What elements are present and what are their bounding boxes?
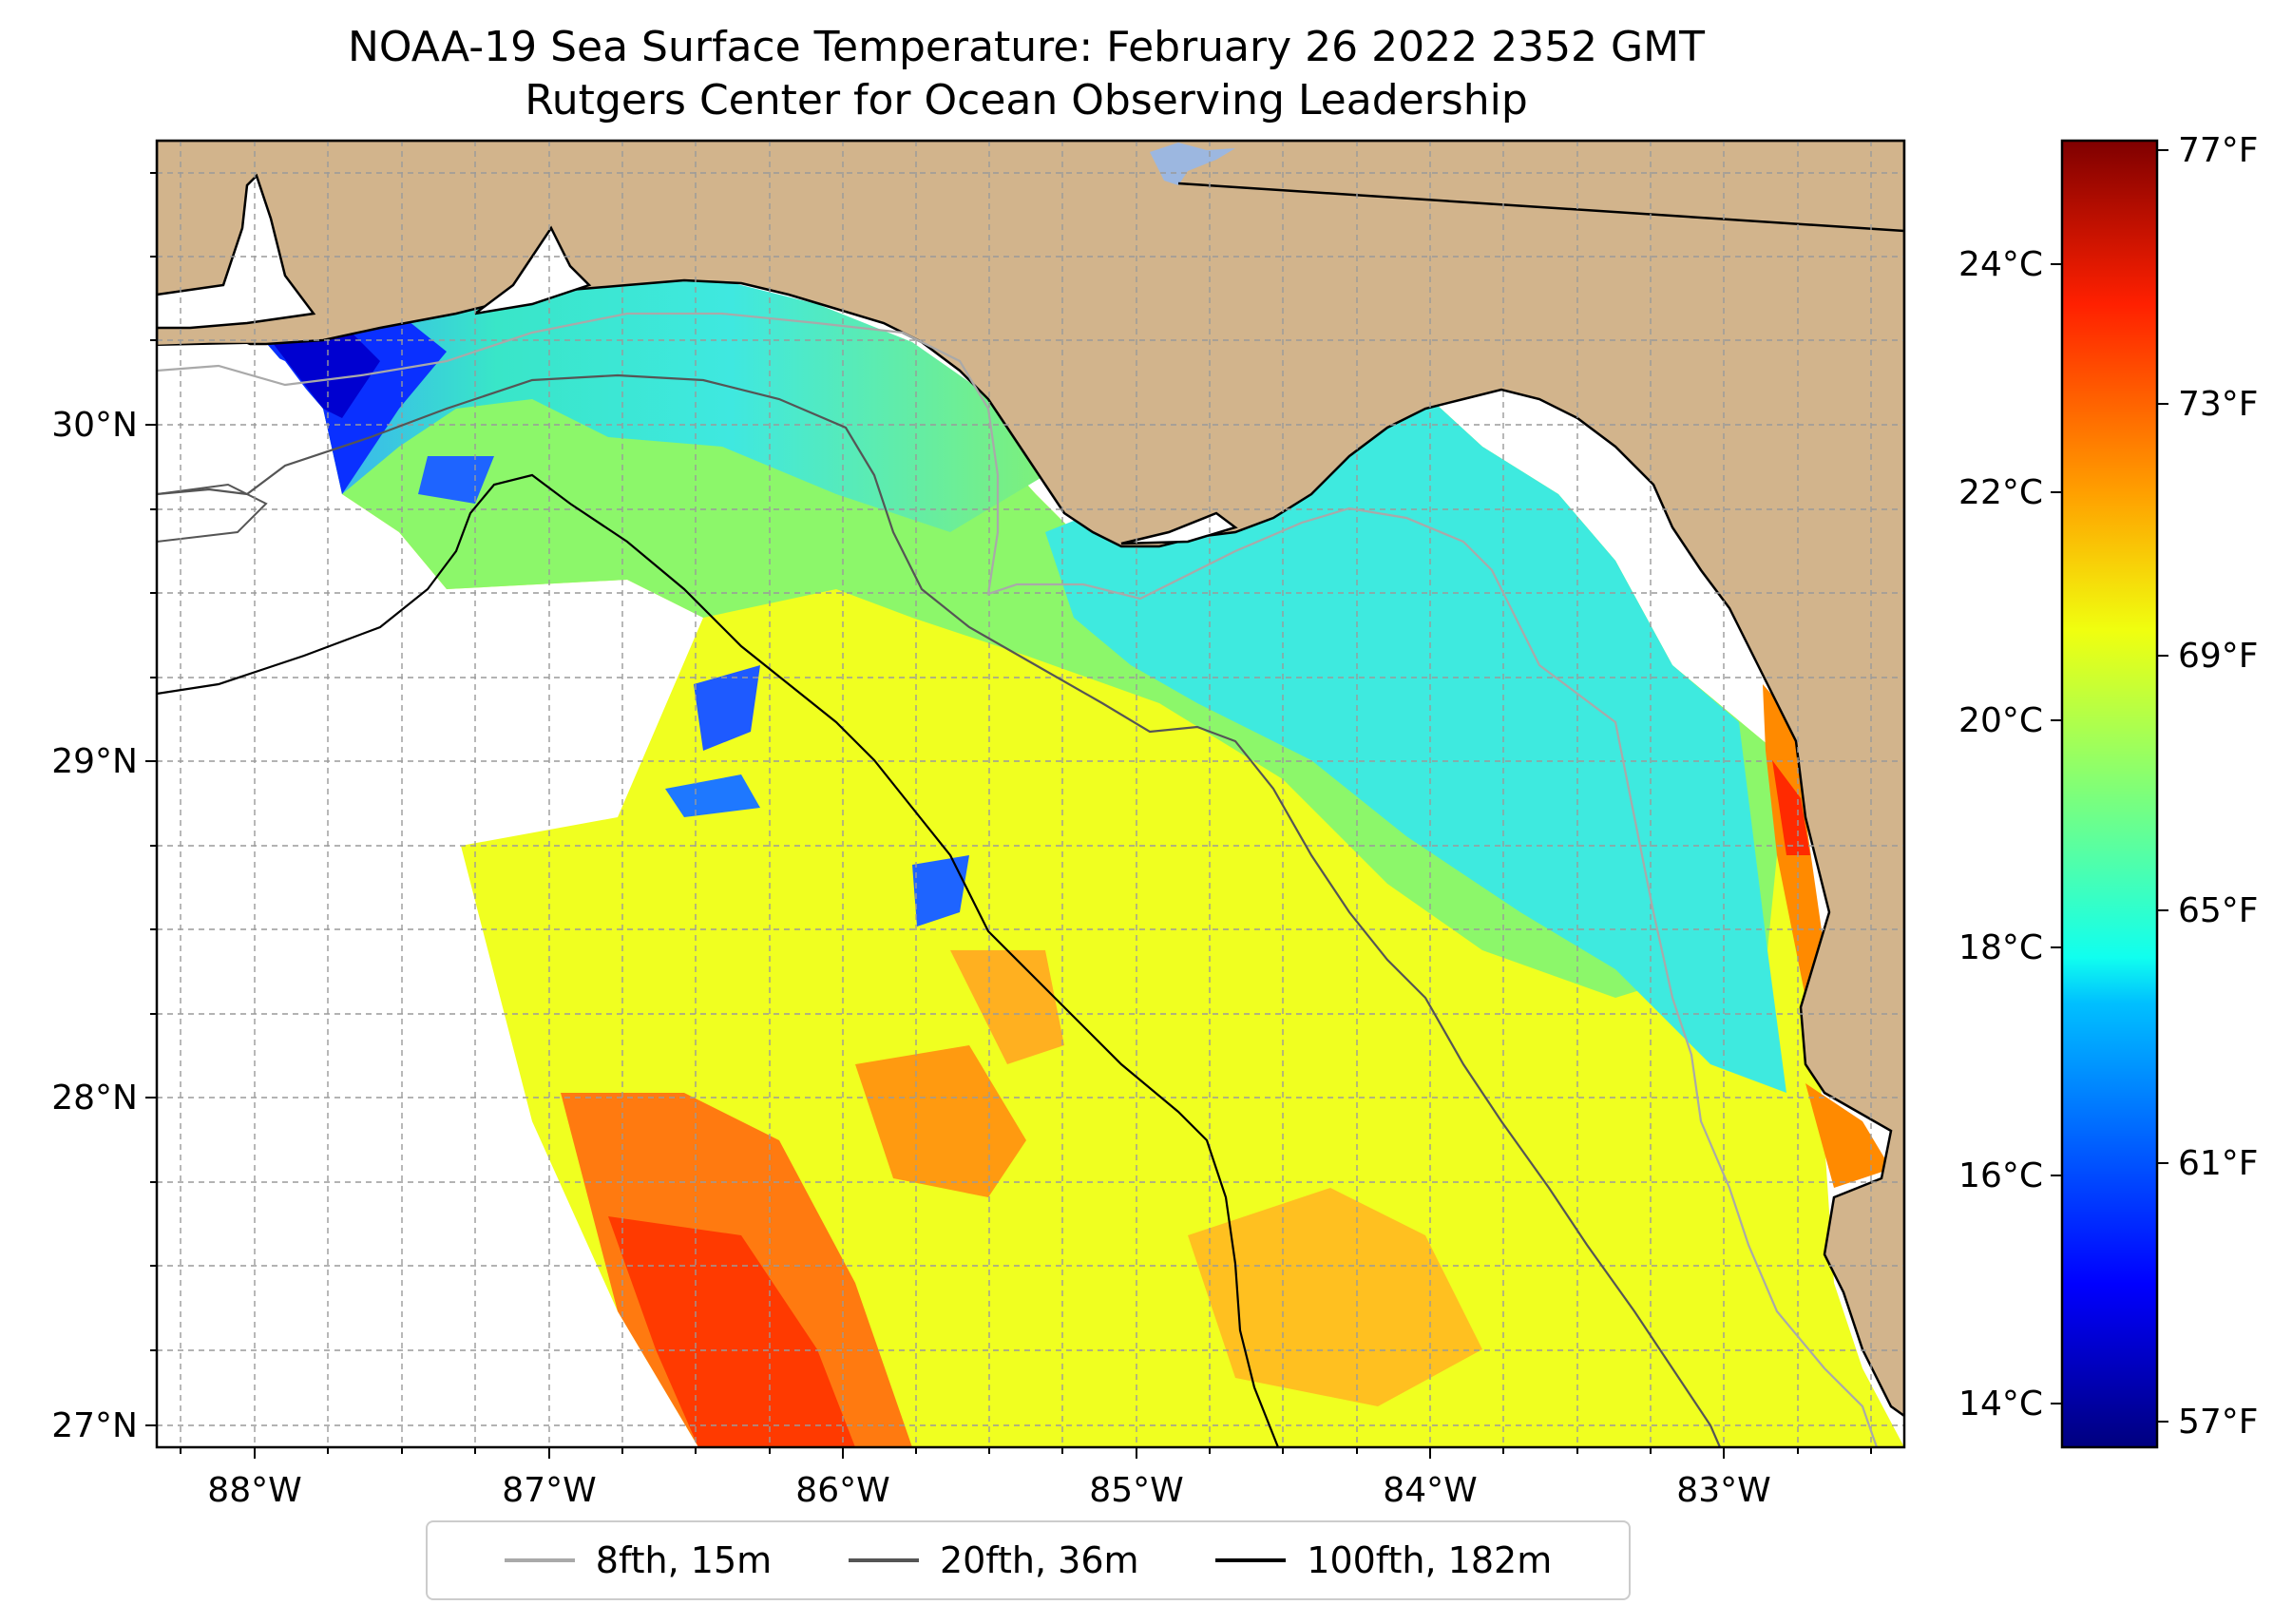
fahrenheit-tick-label: 65°F <box>2178 891 2259 930</box>
legend-label: 20fth, 36m <box>939 1539 1139 1581</box>
colorbar-ticks <box>2051 149 2168 1423</box>
isobath-legend: 8fth, 15m 20fth, 36m 100fth, 182m <box>426 1520 1631 1600</box>
celsius-tick-label: 20°C <box>1958 701 2043 740</box>
lat-ticks <box>145 172 157 1426</box>
lon-tick-label: 85°W <box>1089 1471 1183 1510</box>
lon-tick-label: 83°W <box>1676 1471 1770 1510</box>
pensacola-bay <box>474 225 592 315</box>
lon-ticks <box>180 1447 1872 1459</box>
lat-tick-label: 30°N <box>51 406 138 445</box>
celsius-tick-label: 22°C <box>1958 473 2043 512</box>
fahrenheit-tick-label: 57°F <box>2178 1403 2259 1442</box>
isobath-100fth <box>157 473 1280 1447</box>
legend-swatch-8fth <box>504 1558 575 1562</box>
legend-item: 100fth, 182m <box>1215 1539 1552 1581</box>
lon-tick-label: 88°W <box>207 1471 301 1510</box>
lake <box>1150 143 1235 185</box>
legend-item: 20fth, 36m <box>848 1539 1139 1581</box>
celsius-tick-label: 18°C <box>1958 928 2043 967</box>
lat-tick-label: 29°N <box>51 742 138 781</box>
apalachee-bay-inlet <box>1120 511 1238 545</box>
land-mass <box>157 141 1904 1418</box>
celsius-tick-label: 16°C <box>1958 1156 2043 1195</box>
legend-label: 100fth, 182m <box>1307 1539 1553 1581</box>
legend-swatch-100fth <box>1215 1558 1287 1562</box>
louisiana-coast <box>157 483 268 544</box>
celsius-tick-label: 14°C <box>1958 1385 2043 1423</box>
legend-swatch-20fth <box>848 1558 919 1562</box>
lat-tick-label: 28°N <box>51 1079 138 1118</box>
legend-label: 8fth, 15m <box>595 1539 773 1581</box>
map-title: NOAA-19 Sea Surface Temperature: Februar… <box>348 23 1705 71</box>
celsius-tick-label: 24°C <box>1958 245 2043 284</box>
state-border <box>1177 182 1905 233</box>
fahrenheit-tick-label: 69°F <box>2178 637 2259 676</box>
lon-tick-label: 87°W <box>502 1471 596 1510</box>
fahrenheit-tick-label: 61°F <box>2178 1144 2259 1183</box>
legend-item: 8fth, 15m <box>504 1539 773 1581</box>
fahrenheit-tick-label: 77°F <box>2178 131 2259 170</box>
lat-tick-label: 27°N <box>51 1406 138 1445</box>
isobath-20fth <box>157 373 1722 1447</box>
colorbar <box>2060 139 2159 1449</box>
plot-frame <box>155 139 1906 1449</box>
lon-tick-label: 86°W <box>795 1471 889 1510</box>
mobile-bay <box>157 173 316 330</box>
map-subtitle: Rutgers Center for Ocean Observing Leade… <box>525 76 1528 124</box>
lon-tick-label: 84°W <box>1383 1471 1477 1510</box>
west-no-data <box>157 344 323 532</box>
isobath-8fth <box>157 312 1879 1447</box>
fahrenheit-tick-label: 73°F <box>2178 385 2259 424</box>
